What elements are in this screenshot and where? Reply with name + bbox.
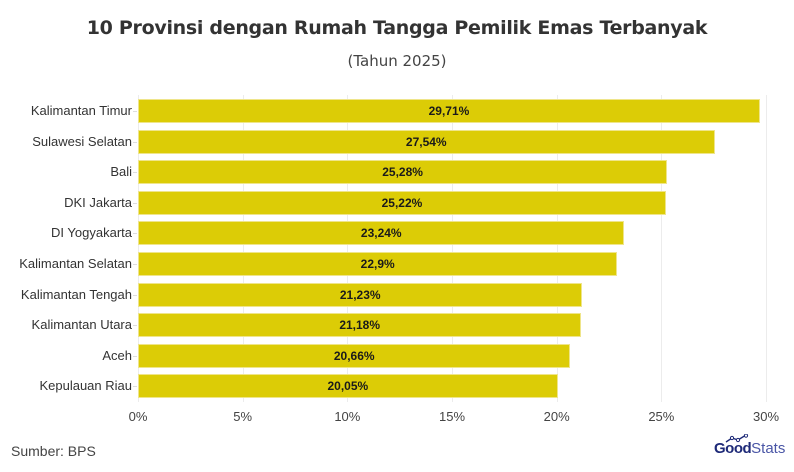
bar[interactable] [138,190,666,215]
category-tick [133,386,137,388]
bar-value-label: 25,28% [382,165,423,180]
bar[interactable] [138,160,668,185]
category-label: Kalimantan Tengah [20,286,132,302]
bar-value-label: 20,66% [333,348,375,363]
logo-stats: Stats [751,440,786,457]
gridline [661,95,663,402]
bar-value-label: 27,54% [405,134,447,149]
trend-line-icon [725,434,749,443]
bar-row: 29,71% [138,99,760,123]
category-tick [133,294,137,296]
bar-row: 21,23% [138,282,583,307]
bar-value-label: 21,18% [339,318,381,333]
gridline [347,95,349,402]
gridline [452,95,453,402]
bar-row: 20,66% [138,343,571,368]
bar[interactable] [138,374,558,399]
bar-value-label: 23,24% [360,226,402,241]
bar-row: 20,05% [138,374,558,399]
category-label: Kalimantan Utara [31,317,132,333]
x-tick-label: 30% [752,409,780,424]
x-tick-label: 10% [334,409,361,424]
bar-row: 25,22% [138,190,666,215]
category-label: Kalimantan Timur [30,103,132,118]
bar[interactable] [138,343,571,368]
bar[interactable] [138,313,582,338]
gridline [556,95,558,402]
bar[interactable] [138,282,583,307]
chart-subtitle: (Tahun 2025) [347,52,447,70]
category-label: Bali [110,164,132,180]
bar[interactable] [138,129,715,154]
bar-row: 25,28% [138,160,668,185]
category-tick [133,202,137,204]
source-note: Sumber: BPS [11,443,96,459]
x-tick-label: 0% [128,409,148,424]
category-tick [133,355,137,357]
bar[interactable] [138,99,760,123]
category-label: DKI Jakarta [64,194,132,210]
category-tick [133,233,137,235]
goodstats-logo: GoodStats [714,434,786,457]
logo-good: Good [714,440,752,457]
category-label: Kalimantan Selatan [19,256,132,271]
bar-row: 27,54% [138,129,715,154]
x-tick-label: 20% [543,409,570,424]
category-label: Sulawesi Selatan [32,133,132,149]
gridline [242,95,244,402]
bar-row: 21,18% [138,313,582,338]
x-tick-label: 15% [438,409,466,424]
bar-row: 23,24% [138,221,625,246]
category-tick [133,325,137,327]
bar-value-label: 21,23% [339,287,381,302]
plot-area: 29,71% 27,54% 25,28% 25,22% 23,24% 22,9% 21,23… [138,95,767,402]
category-tick [133,172,137,174]
category-label: Kepulauan Riau [39,378,132,394]
bar-value-label: 29,71% [428,104,470,118]
bar-value-label: 20,05% [327,379,369,394]
category-label: DI Yogyakarta [51,225,132,241]
chart-title: 10 Provinsi dengan Rumah Tangga Pemilik … [86,17,708,39]
bar-row: 22,9% [138,252,618,276]
bar[interactable] [138,252,618,276]
x-tick-label: 5% [233,409,253,424]
gridline [766,95,767,402]
category-tick [133,264,137,265]
category-tick [133,141,137,143]
x-tick-label: 25% [648,409,675,424]
bar-value-label: 22,9% [360,257,395,271]
category-tick [133,111,137,112]
category-label: Aceh [102,347,132,363]
bar-value-label: 25,22% [381,195,423,210]
gridline [138,95,139,402]
bar[interactable] [138,221,625,246]
